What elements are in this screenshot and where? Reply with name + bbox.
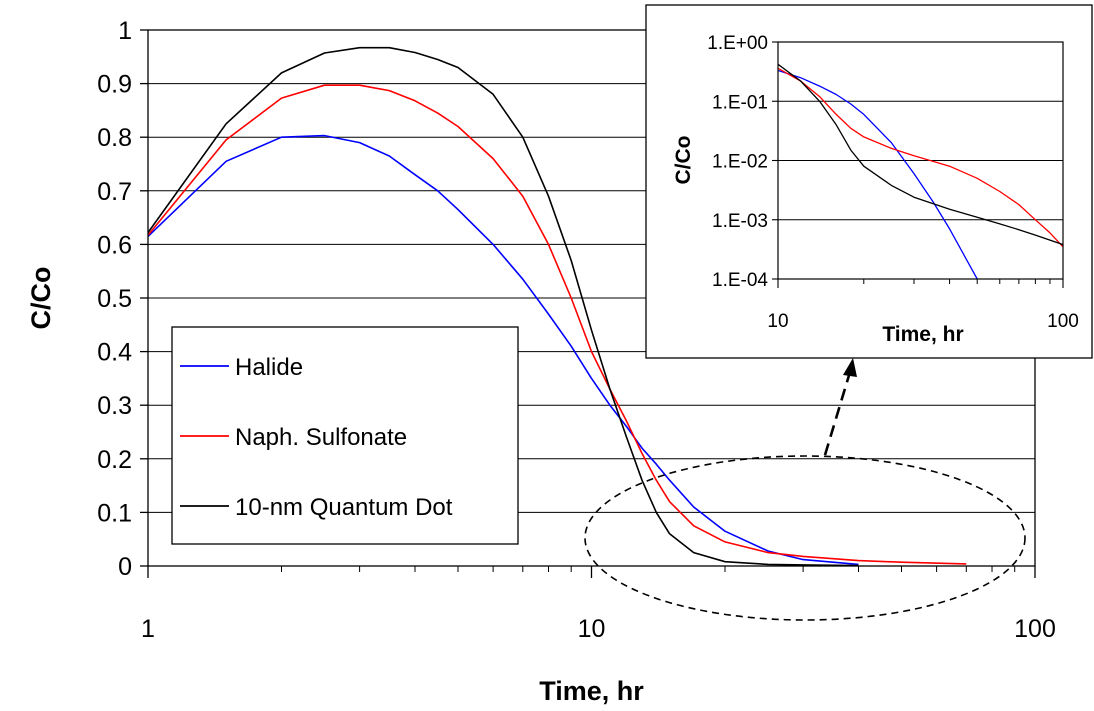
inset-y-tick-label-1-e-03: 1.E-03 (712, 211, 768, 232)
inset-background (645, 4, 1093, 359)
main-y-tick-label-1: 1 (118, 17, 132, 45)
main-x-tick-label-100: 100 (1014, 615, 1056, 643)
main-y-axis-title: C/Co (26, 267, 56, 330)
main-y-tick-label-0-3: 0.3 (97, 392, 132, 420)
main-series-line-naph-sulfonate (147, 84, 967, 565)
inset-y-tick-label-1-e-01: 1.E-01 (712, 92, 768, 113)
inset-x-tick-label-100: 100 (1047, 311, 1079, 332)
main-y-tick-label-0-8: 0.8 (97, 124, 132, 152)
main-x-tick-label-1: 1 (141, 615, 155, 643)
inset-y-tick-label-1-e-00: 1.E+00 (707, 33, 768, 54)
main-y-tick-label-0-6: 0.6 (97, 231, 132, 259)
inset-series-line-halide (778, 69, 978, 279)
main-series-line-halide (147, 134, 859, 566)
main-axes: 0 0.1 0.2 0.3 0.4 0.5 0.6 0.7 0.8 0.9 1 1 10 100 Time,… (26, 17, 1056, 706)
main-y-tick-label-0-5: 0.5 (97, 285, 132, 313)
zoom-arrowhead (843, 358, 857, 377)
main-series-lines (147, 46, 967, 567)
inset-chart: 1.E-04 1.E-03 1.E-02 1.E-01 1.E+00 10 100 Time,… (645, 4, 1093, 359)
main-x-axis-title: Time, hr (539, 676, 644, 706)
legend-box (171, 326, 519, 545)
inset-gridlines (778, 100, 1063, 221)
inset-series-lines (778, 63, 1063, 279)
inset-axes: 1.E-04 1.E-03 1.E-02 1.E-01 1.E+00 10 100 Time,… (672, 33, 1079, 346)
legend-label-quantum-dot: 10-nm Quantum Dot (235, 494, 453, 521)
main-y-tick-label-0-9: 0.9 (97, 71, 132, 99)
inset-series-line-naph-sulfonate (778, 67, 1063, 248)
zoom-region-ellipse (584, 455, 1026, 621)
legend-label-halide: Halide (235, 354, 303, 381)
inset-x-axis-title: Time, hr (882, 323, 963, 346)
main-y-tick-label-0: 0 (118, 553, 132, 581)
inset-x-tick-label-10: 10 (767, 311, 788, 332)
main-series-line-10-nm-quantum-dot (147, 46, 859, 567)
main-y-tick-label-0-1: 0.1 (97, 499, 132, 527)
legend-label-naph-sulfonate: Naph. Sulfonate (235, 424, 407, 451)
inset-series-line-10-nm-quantum-dot (778, 63, 1063, 246)
main-y-tick-label-0-2: 0.2 (97, 446, 132, 474)
main-x-tick-label-10: 10 (578, 615, 606, 643)
main-y-tick-label-0-7: 0.7 (97, 178, 132, 206)
zoom-arrow (823, 371, 852, 456)
inset-y-tick-label-1-e-02: 1.E-02 (712, 152, 768, 173)
inset-y-tick-label-1-e-04: 1.E-04 (712, 270, 768, 291)
legend: Halide Naph. Sulfonate 10-nm Quantum Dot (171, 326, 519, 545)
main-y-tick-label-0-4: 0.4 (97, 339, 132, 367)
inset-y-axis-title: C/Co (672, 136, 695, 185)
